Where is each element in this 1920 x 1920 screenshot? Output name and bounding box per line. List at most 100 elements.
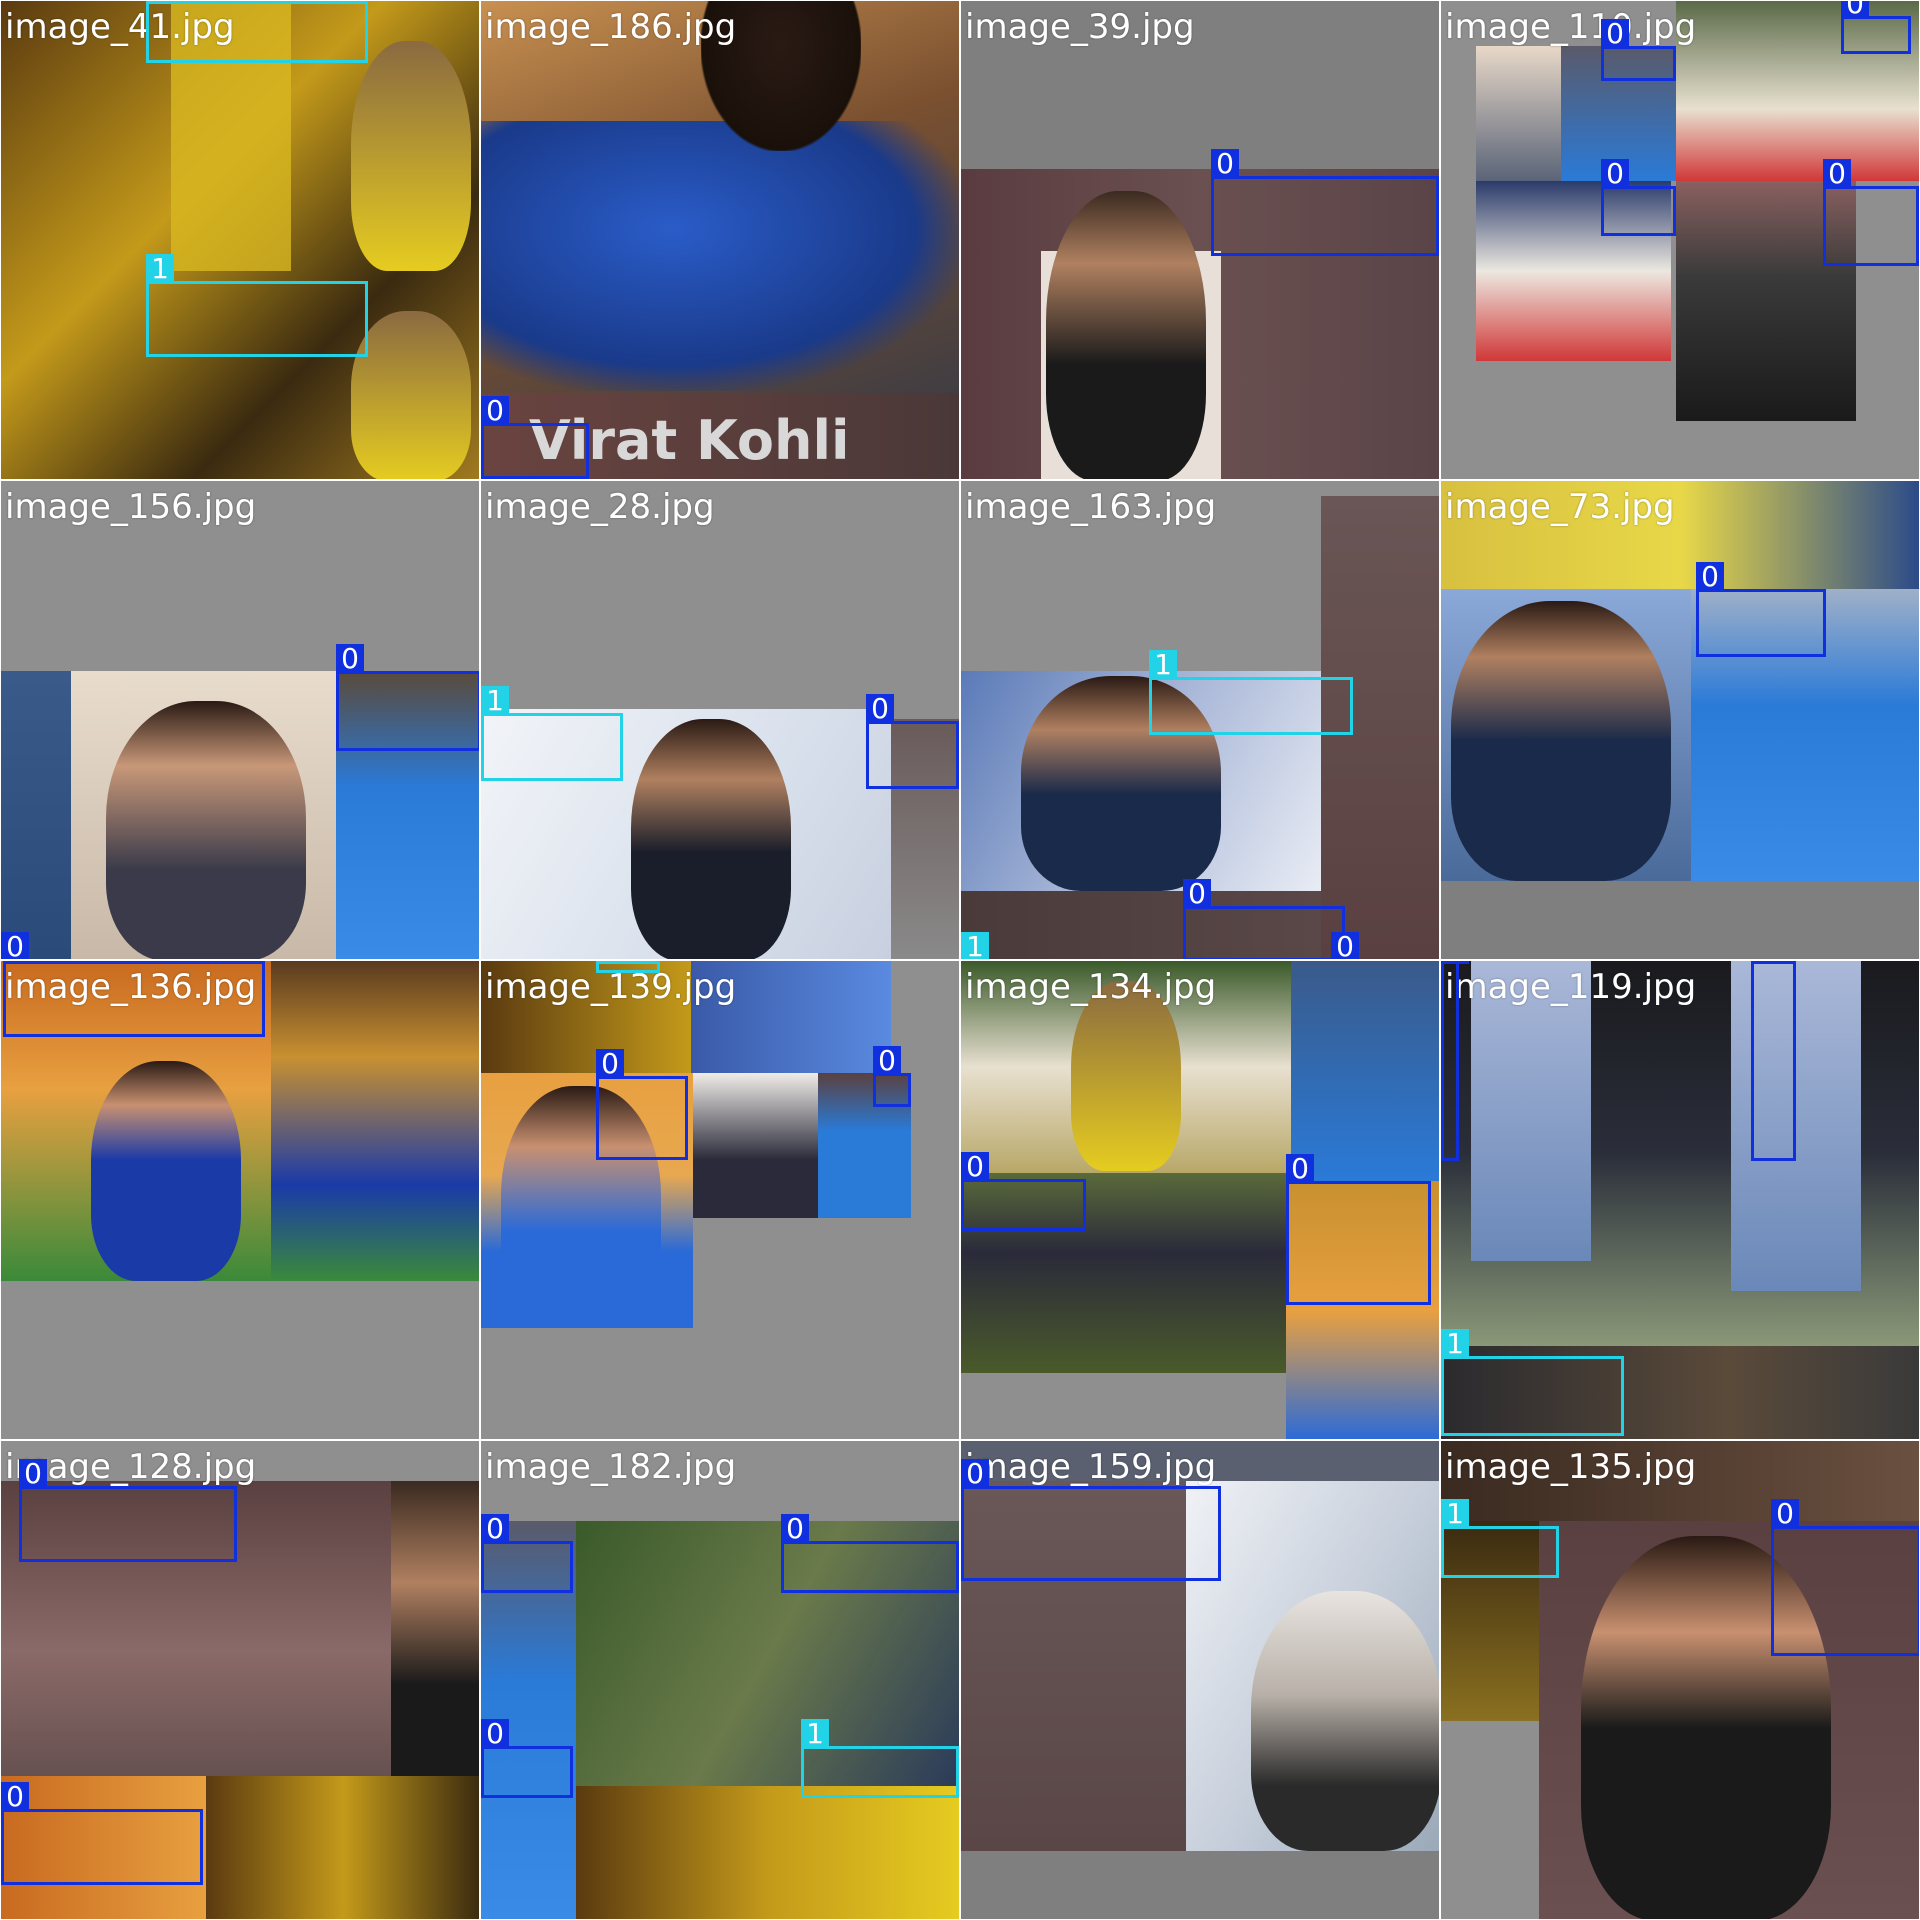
- class-label: 0: [873, 1046, 901, 1076]
- photo-person: [1451, 601, 1671, 881]
- photo-person: [1071, 981, 1181, 1171]
- photo-region: [891, 719, 959, 959]
- class-label: 0: [961, 1459, 989, 1489]
- class-label: 0: [3, 961, 31, 964]
- class-label: 0: [596, 1049, 624, 1079]
- class-label: 0: [1823, 159, 1851, 189]
- detection-box: 1: [481, 686, 623, 781]
- class-label: 0: [1, 932, 29, 959]
- detection-box: 0: [1751, 961, 1796, 1161]
- detection-box: 0: [1, 1782, 203, 1885]
- photo-region: [961, 891, 1321, 959]
- detection-box: 1: [801, 1719, 959, 1798]
- photo-region: [206, 1776, 479, 1919]
- tile-label: image_135.jpg: [1445, 1447, 1697, 1487]
- detection-box: 0: [866, 694, 959, 789]
- photo-region: [1441, 1441, 1919, 1521]
- class-label: 0: [1841, 1, 1869, 19]
- class-label: 0: [1331, 932, 1359, 959]
- photo-region: [1476, 46, 1561, 181]
- tile-label: image_28.jpg: [485, 487, 715, 527]
- tile-label: image_134.jpg: [965, 967, 1217, 1007]
- photo-region: [1676, 1, 1919, 181]
- detection-box: 1: [146, 1, 368, 63]
- class-label: 1: [481, 686, 509, 716]
- tile-label: image_182.jpg: [485, 1447, 737, 1487]
- class-label: 1: [801, 1719, 829, 1749]
- detection-box: 1: [146, 254, 368, 357]
- tile-image-110: image_110.jpg 0 0 0 0: [1440, 0, 1920, 480]
- tile-image-41: image_41.jpg 1 1: [0, 0, 480, 480]
- tile-label: image_41.jpg: [5, 7, 235, 47]
- detection-box: 0: [481, 1514, 573, 1593]
- photo-region: [576, 1786, 959, 1919]
- photo-region: [1476, 181, 1671, 361]
- detection-box: 0: [1823, 159, 1919, 266]
- detection-box: 0: [1211, 149, 1439, 256]
- photo-region: [391, 1481, 479, 1821]
- tile-label: image_156.jpg: [5, 487, 257, 527]
- photo-region: [481, 961, 691, 1073]
- tile-label: image_73.jpg: [1445, 487, 1675, 527]
- photo-person: [351, 41, 471, 271]
- detection-box: 0: [1, 932, 29, 959]
- photo-person: [1581, 1536, 1831, 1919]
- class-label: 0: [1696, 562, 1724, 592]
- photo-region: [818, 1073, 911, 1218]
- detection-box: 1: [961, 932, 989, 959]
- photo-beard: [701, 1, 861, 151]
- photo-person: [631, 719, 791, 959]
- class-label: 0: [481, 1514, 509, 1544]
- class-label: 0: [1601, 159, 1629, 189]
- class-label: 0: [961, 1152, 989, 1182]
- class-label: 1: [146, 1, 174, 4]
- detection-box: 0: [1601, 159, 1676, 236]
- tile-image-156: image_156.jpg 0 0: [0, 480, 480, 960]
- detection-box: 1: [596, 961, 660, 973]
- photo-person: [501, 1086, 661, 1328]
- caption-banner: [481, 393, 959, 479]
- detection-box: 1: [1149, 650, 1353, 735]
- tile-image-182: image_182.jpg 0 0 0 1: [480, 1440, 960, 1920]
- photo-region: [1, 671, 71, 959]
- photo-region: [1691, 589, 1919, 881]
- detection-box: 0: [781, 1514, 959, 1593]
- tile-image-134: image_134.jpg 0 0: [960, 960, 1440, 1440]
- photo-region: [693, 1073, 818, 1218]
- class-label: 0: [19, 1459, 47, 1489]
- photo-region: [576, 1521, 959, 1786]
- photo-region: [1441, 1521, 1539, 1721]
- photo-person: [351, 311, 471, 479]
- photo-person: [91, 1061, 241, 1281]
- photo-person: [1251, 1591, 1439, 1851]
- class-label: 0: [1286, 1154, 1314, 1184]
- tile-label: image_136.jpg: [5, 967, 257, 1007]
- class-label: 0: [481, 396, 509, 426]
- tile-image-139: image_139.jpg 1 0 0: [480, 960, 960, 1440]
- tile-label: image_159.jpg: [965, 1447, 1217, 1487]
- class-label: 0: [781, 1514, 809, 1544]
- photo-region: [1676, 181, 1856, 421]
- detection-box: 0: [596, 1049, 688, 1160]
- padding-region: [961, 1851, 1439, 1919]
- photo-legs: [1471, 961, 1591, 1261]
- tile-label: image_186.jpg: [485, 7, 737, 47]
- photo-region: [1441, 481, 1919, 589]
- photo-region: [1, 1776, 206, 1919]
- tile-image-159: image_159.jpg 0: [960, 1440, 1440, 1920]
- tile-label: image_163.jpg: [965, 487, 1217, 527]
- tile-image-136: image_136.jpg 0: [0, 960, 480, 1440]
- detection-box: 0: [1841, 1, 1911, 54]
- class-label: 1: [596, 961, 624, 964]
- class-label: 0: [1751, 961, 1779, 964]
- class-label: 0: [1601, 19, 1629, 49]
- photo-region: [271, 961, 479, 1281]
- class-label: 1: [961, 932, 989, 959]
- detection-box: 0: [961, 1459, 1221, 1581]
- detection-box: 0: [3, 961, 265, 1037]
- tile-image-163: image_163.jpg 1 0 1 0: [960, 480, 1440, 960]
- photo-region: [1291, 961, 1439, 1181]
- detection-box: 0: [336, 644, 479, 751]
- tile-label: image_139.jpg: [485, 967, 737, 1007]
